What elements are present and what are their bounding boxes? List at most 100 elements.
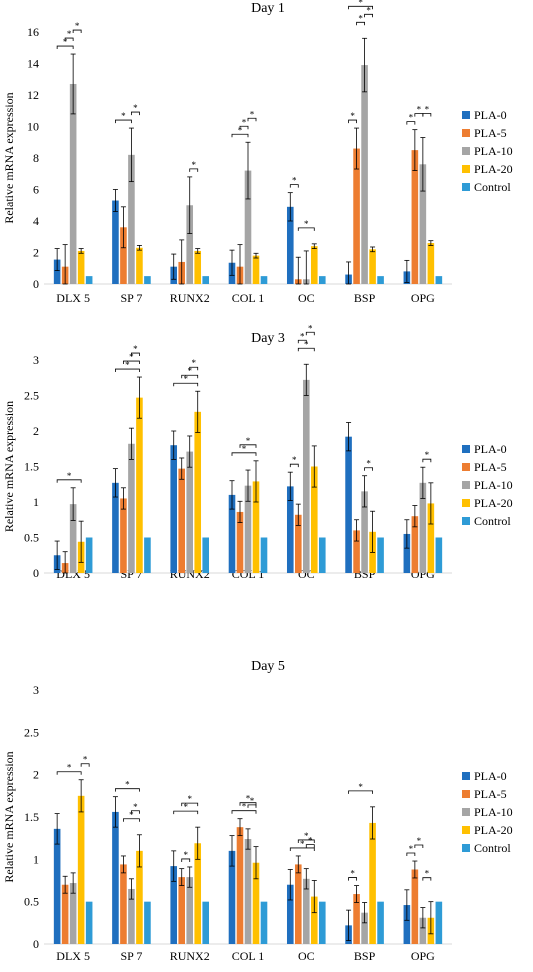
significance-star: * (308, 323, 313, 333)
legend-swatch (462, 463, 470, 471)
bar-control (318, 537, 326, 573)
x-tick-label: BSP (354, 291, 376, 305)
significance-star: * (67, 471, 72, 481)
significance-bracket (131, 810, 140, 814)
bar-pla-20 (136, 397, 143, 573)
bar-control (435, 537, 443, 573)
legend-swatch (462, 844, 470, 852)
y-tick-label: 2.5 (24, 389, 39, 403)
significance-bracket (364, 13, 373, 18)
legend-swatch (462, 481, 470, 489)
legend-label: PLA-10 (474, 144, 513, 158)
significance-star: * (308, 836, 313, 846)
significance-bracket (305, 331, 315, 336)
bar-pla-0 (286, 884, 294, 944)
x-tick-label: DLX 5 (56, 291, 90, 305)
y-tick-label: 1 (33, 495, 39, 509)
significance-star: * (250, 109, 255, 119)
y-axis-label: Relative mRNA expression (2, 751, 16, 882)
significance-bracket (56, 45, 74, 50)
legend-label: PLA-20 (474, 496, 513, 510)
x-tick-label: BSP (354, 949, 376, 963)
x-tick-label: OC (298, 949, 315, 963)
significance-star: * (187, 794, 192, 804)
significance-star: * (300, 839, 305, 849)
bar-pla-20 (77, 250, 85, 284)
significance-bracket (406, 852, 416, 857)
legend-label: Control (474, 180, 511, 194)
significance-star: * (292, 176, 297, 186)
bar-pla-5 (353, 148, 360, 284)
significance-bracket (297, 227, 315, 231)
significance-bracket (115, 119, 132, 124)
significance-bracket (189, 168, 199, 172)
y-tick-label: 0 (33, 566, 39, 580)
bar-pla-20 (369, 249, 376, 284)
y-tick-label: 0.5 (24, 531, 39, 545)
chart-title: Day 3 (251, 331, 285, 346)
significance-star: * (350, 869, 355, 879)
x-tick-label: OPG (411, 291, 435, 305)
bar-control (260, 901, 268, 944)
bar-pla-5 (294, 514, 302, 573)
bar-pla-20 (194, 250, 202, 284)
significance-bracket (305, 844, 315, 848)
y-tick-label: 2 (33, 768, 39, 782)
bar-pla-10 (302, 878, 310, 944)
bar-pla-10 (244, 839, 252, 944)
significance-star: * (133, 802, 138, 812)
y-tick-label: 3 (33, 683, 39, 697)
bar-pla-20 (310, 896, 318, 944)
bar-pla-20 (136, 850, 143, 944)
significance-star: * (366, 5, 371, 15)
significance-star: * (358, 782, 363, 792)
significance-bracket (173, 810, 199, 815)
bar-pla-5 (411, 516, 419, 573)
significance-bracket (289, 463, 299, 468)
significance-bracket (247, 117, 257, 122)
y-tick-label: 0.5 (24, 895, 39, 909)
significance-star: * (67, 763, 72, 773)
bar-pla-10 (69, 883, 77, 944)
bar-pla-10 (244, 170, 252, 284)
bar-pla-5 (353, 530, 360, 573)
legend-swatch (462, 111, 470, 119)
significance-star: * (75, 21, 80, 31)
significance-bracket (72, 29, 82, 34)
bar-control (377, 276, 384, 284)
significance-bracket (348, 5, 373, 10)
bar-pla-20 (310, 466, 318, 573)
significance-bracket (173, 382, 199, 387)
significance-star: * (242, 117, 247, 127)
bar-pla-10 (419, 482, 427, 573)
bar-control (144, 537, 151, 573)
bar-pla-10 (186, 451, 194, 573)
bar-pla-5 (236, 827, 244, 944)
legend-swatch (462, 826, 470, 834)
significance-bracket (131, 111, 140, 116)
bar-pla-5 (236, 511, 244, 573)
significance-star: * (125, 780, 130, 790)
bar-pla-10 (186, 877, 194, 944)
y-tick-label: 1 (33, 852, 39, 866)
significance-star: * (83, 755, 88, 765)
bar-control (260, 276, 268, 284)
legend-label: PLA-0 (474, 769, 507, 783)
significance-bracket (297, 839, 315, 843)
bar-control (377, 537, 384, 573)
significance-star: * (304, 339, 309, 349)
legend-swatch (462, 790, 470, 798)
significance-bracket (239, 802, 257, 806)
significance-bracket (231, 452, 257, 456)
significance-bracket (123, 360, 140, 365)
significance-star: * (292, 455, 297, 465)
significance-bracket (406, 121, 416, 125)
significance-star: * (358, 13, 363, 23)
bar-pla-0 (170, 445, 178, 573)
significance-bracket (348, 877, 357, 881)
significance-star: * (304, 831, 309, 841)
significance-star: * (121, 111, 126, 121)
significance-star: * (129, 810, 134, 820)
bar-pla-5 (120, 864, 127, 944)
